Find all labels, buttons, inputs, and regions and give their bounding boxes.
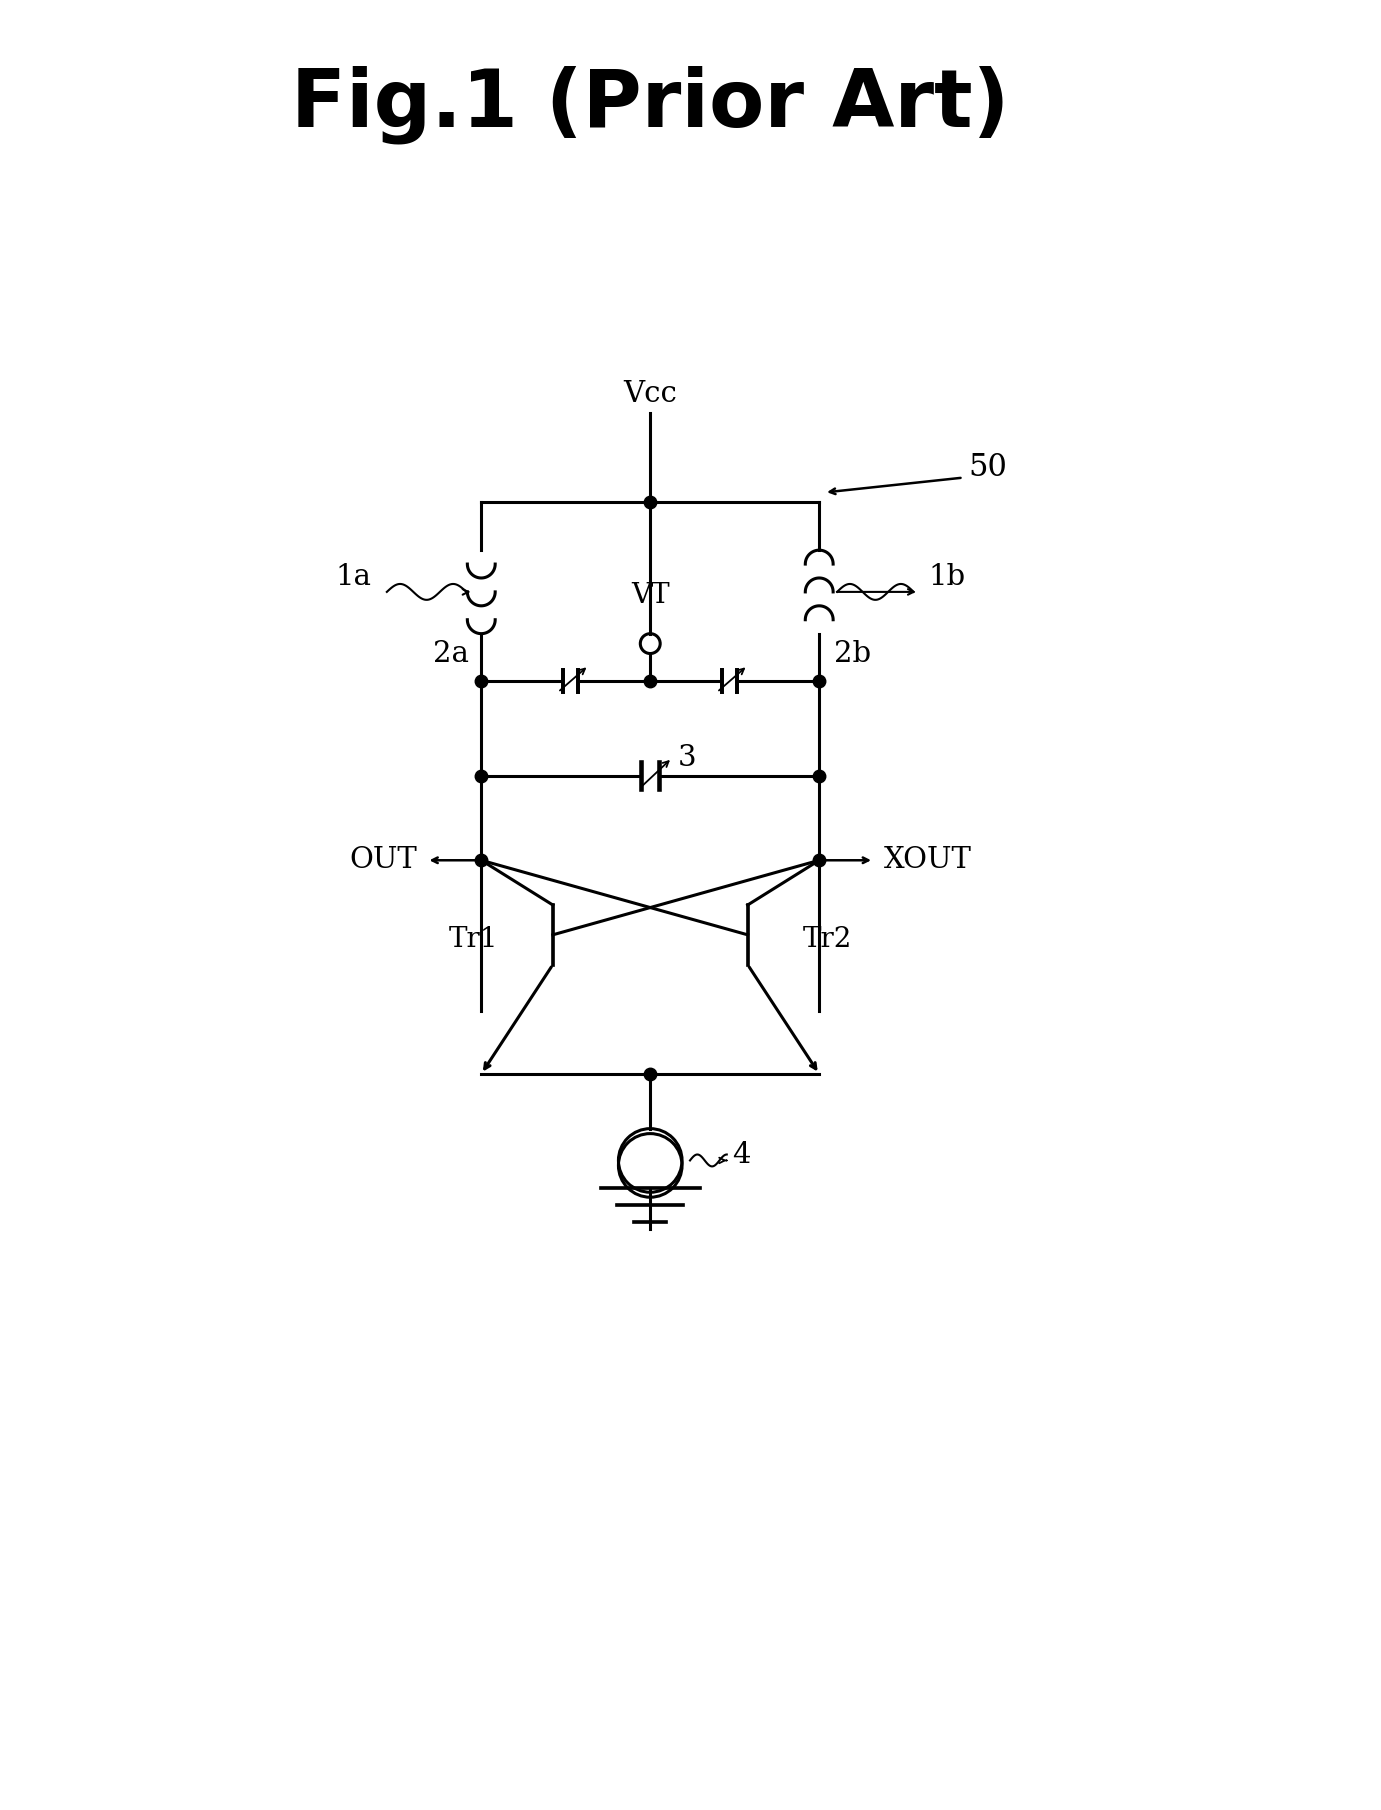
Text: Fig.1 (Prior Art): Fig.1 (Prior Art) bbox=[291, 65, 1010, 143]
Text: Tr2: Tr2 bbox=[802, 927, 852, 954]
Text: Tr1: Tr1 bbox=[449, 927, 499, 954]
Text: 50: 50 bbox=[968, 452, 1007, 483]
Text: 2b: 2b bbox=[834, 639, 871, 668]
Text: 2a: 2a bbox=[434, 639, 470, 668]
Text: VT: VT bbox=[631, 581, 670, 608]
Text: Vcc: Vcc bbox=[623, 380, 677, 407]
Text: XOUT: XOUT bbox=[884, 847, 972, 874]
Text: 3: 3 bbox=[678, 744, 696, 771]
Text: 4: 4 bbox=[732, 1142, 750, 1169]
Text: 1a: 1a bbox=[336, 563, 371, 592]
Text: OUT: OUT bbox=[349, 847, 417, 874]
Text: 1b: 1b bbox=[928, 563, 965, 592]
